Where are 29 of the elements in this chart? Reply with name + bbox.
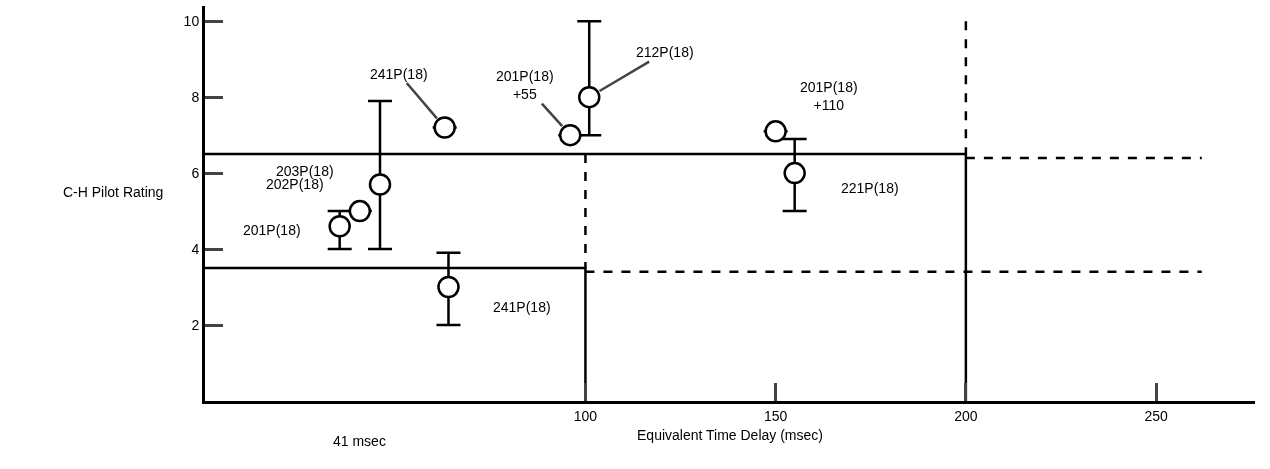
y-tick-label: 8 bbox=[191, 89, 200, 106]
x-tick-label: 150 bbox=[763, 407, 788, 424]
annotation: 201P(18) bbox=[243, 222, 301, 238]
x-tick-label: 200 bbox=[954, 407, 978, 424]
annotation: 201P(18) +110 bbox=[800, 79, 858, 114]
y-tick-label: 4 bbox=[191, 240, 200, 257]
point bbox=[764, 120, 787, 143]
point bbox=[437, 275, 460, 299]
point bbox=[578, 85, 601, 109]
point bbox=[328, 215, 351, 238]
annotation: 241P(18) bbox=[493, 299, 551, 315]
x-axis-title: Equivalent Time Delay (msec) bbox=[637, 427, 823, 444]
point bbox=[368, 173, 392, 196]
point bbox=[433, 116, 456, 139]
annotation: 203P(18) bbox=[276, 163, 334, 179]
point bbox=[348, 199, 372, 223]
annotation: 201P(18) +55 bbox=[496, 68, 554, 103]
y-tick-label: 10 bbox=[183, 13, 200, 30]
annotation: 212P(18) bbox=[636, 44, 694, 60]
y-tick-label: 2 bbox=[191, 316, 200, 333]
x-tick-label: 100 bbox=[573, 407, 598, 424]
x-tick-label: 250 bbox=[1144, 407, 1168, 424]
text: 41 msec bbox=[333, 433, 386, 449]
point bbox=[783, 161, 806, 185]
y-tick-label: 6 bbox=[191, 165, 200, 182]
y-axis-title: C-H Pilot Rating bbox=[63, 184, 164, 200]
annotation: 221P(18) bbox=[841, 180, 899, 196]
annotation: 241P(18) bbox=[370, 66, 428, 82]
point bbox=[558, 123, 582, 147]
